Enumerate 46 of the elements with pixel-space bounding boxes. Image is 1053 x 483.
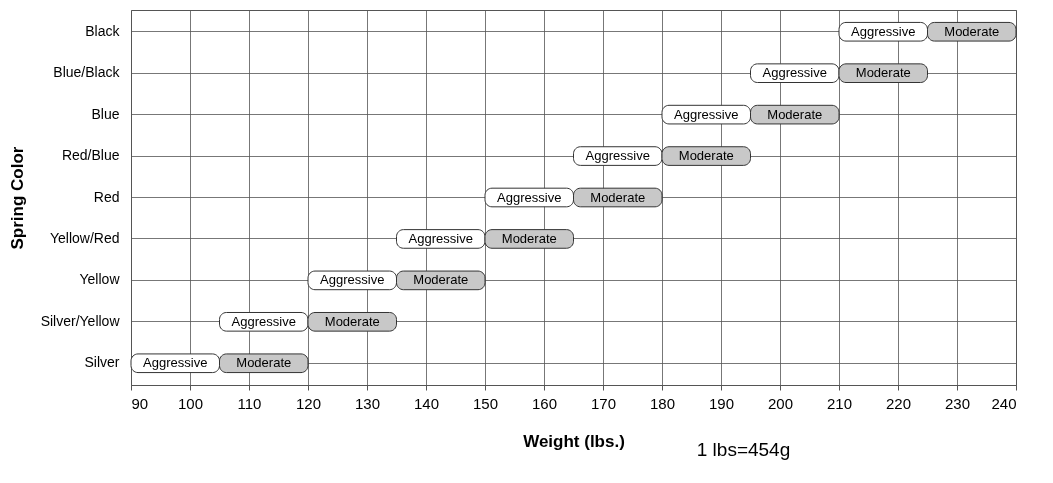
x-tick-label: 160 — [531, 394, 558, 412]
text: Aggressive — [143, 355, 208, 371]
y-tick-label: Silver/Yellow — [40, 312, 121, 329]
y-tick-label: Red/Blue — [61, 147, 120, 164]
x-tick-label: 110 — [237, 394, 262, 412]
text: Aggressive — [497, 189, 562, 205]
y-axis-title: Spring Color — [7, 146, 27, 250]
x-tick-label: 220 — [885, 394, 912, 412]
x-tick-label: 150 — [472, 394, 499, 412]
x-tick-label: 140 — [413, 394, 440, 412]
text: 1 lbs=454g — [696, 439, 791, 460]
y-tick-label: Yellow/Red — [49, 229, 120, 246]
x-tick-label: 190 — [708, 394, 735, 412]
series-label: Moderate — [678, 148, 734, 164]
x-tick-label: 210 — [826, 394, 853, 412]
text: Aggressive — [674, 106, 739, 122]
text: Moderate — [324, 313, 380, 329]
y-tick-label: Silver — [84, 354, 120, 371]
series-label: Aggressive — [585, 148, 650, 164]
y-tick-label: Black — [85, 22, 121, 39]
text: Aggressive — [320, 272, 385, 288]
x-tick-label: 90 — [131, 394, 149, 412]
x-tick-label: 200 — [767, 394, 794, 412]
y-tick-label: Blue — [91, 105, 120, 122]
text: Moderate — [236, 355, 292, 371]
text: Moderate — [767, 106, 823, 122]
x-tick-label: 170 — [590, 394, 617, 412]
text: Aggressive — [231, 313, 296, 329]
text: Aggressive — [408, 230, 473, 246]
y-tick-label: Blue/Black — [53, 64, 121, 81]
y-tick-label: Red — [93, 188, 120, 205]
text: Aggressive — [851, 23, 916, 39]
text: Moderate — [413, 272, 469, 288]
x-axis-title: Weight (lbs.) — [523, 431, 625, 451]
text: Moderate — [855, 65, 911, 81]
x-tick-label: 120 — [295, 394, 322, 412]
x-tick-label: 240 — [991, 394, 1017, 412]
text: Moderate — [590, 189, 646, 205]
text: Aggressive — [762, 65, 827, 81]
x-tick-label: 180 — [649, 394, 676, 412]
x-tick-label: 100 — [177, 394, 204, 412]
x-tick-label: 230 — [944, 394, 971, 412]
x-tick-label: 130 — [354, 394, 381, 412]
y-tick-label: Yellow — [79, 271, 121, 288]
text: Moderate — [501, 230, 557, 246]
text: Moderate — [944, 23, 1000, 39]
